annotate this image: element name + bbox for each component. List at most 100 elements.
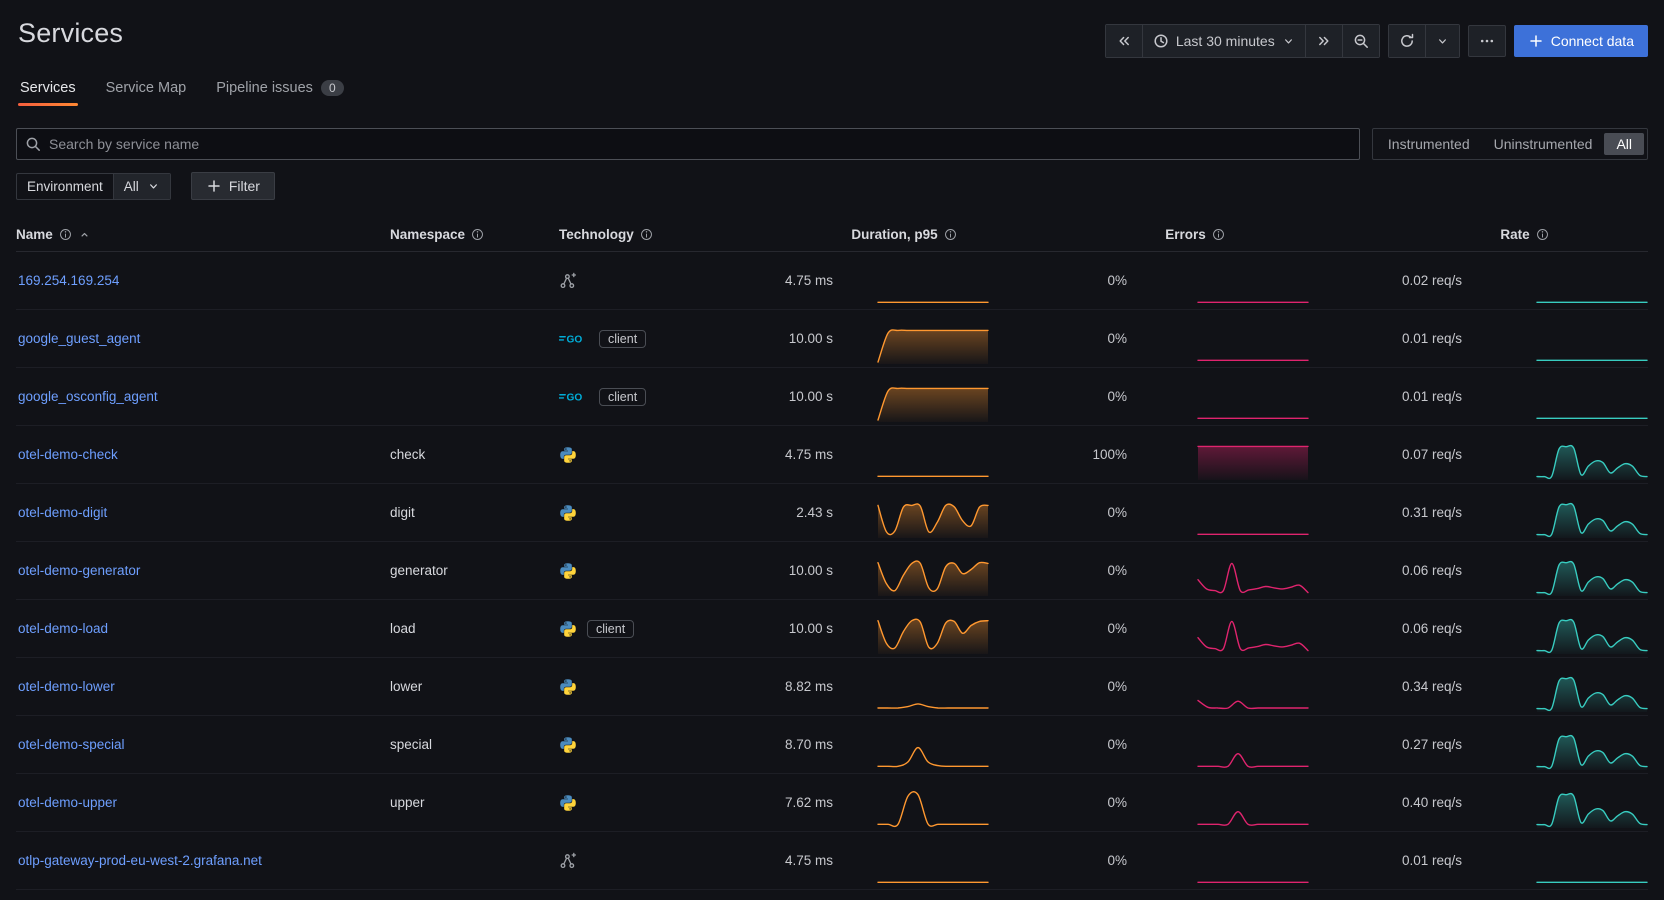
column-header-duration-p95[interactable]: Duration, p95 — [851, 227, 956, 242]
toggle-option-all[interactable]: All — [1604, 133, 1644, 155]
column-header-technology[interactable]: Technology — [559, 227, 729, 242]
column-label: Technology — [559, 227, 634, 242]
chevron-down-icon — [1436, 35, 1449, 48]
rate-sparkline — [1536, 672, 1648, 715]
info-icon[interactable] — [640, 228, 653, 241]
table-header: Name Namespace Technology Duration, p95 Erro… — [16, 218, 1648, 252]
duration-value: 2.43 s — [796, 505, 833, 520]
search-input[interactable] — [16, 128, 1360, 160]
info-icon[interactable] — [59, 228, 72, 241]
refresh-icon — [1399, 33, 1415, 49]
rate-value: 0.02 req/s — [1401, 273, 1462, 288]
plus-icon — [1528, 33, 1544, 49]
python-logo-icon — [559, 620, 577, 638]
namespace-cell: upper — [390, 795, 425, 810]
service-name-link[interactable]: otel-demo-load — [18, 621, 109, 636]
page-title: Services — [18, 18, 124, 48]
connect-data-button[interactable]: Connect data — [1513, 25, 1648, 57]
python-logo-icon — [559, 736, 577, 754]
connect-data-label: Connect data — [1550, 33, 1634, 49]
clock-icon — [1153, 33, 1169, 49]
technology-cell — [559, 794, 729, 812]
rate-value: 0.01 req/s — [1401, 853, 1462, 868]
rate-value: 0.31 req/s — [1401, 505, 1462, 520]
table-row: google_osconfig_agent GO client 10.00 s 0% 0.… — [16, 368, 1648, 426]
column-label: Name — [16, 227, 53, 242]
time-shift-back-button[interactable] — [1105, 25, 1142, 57]
environment-select[interactable]: All — [113, 173, 170, 199]
errors-sparkline — [1197, 266, 1311, 309]
table-row: otel-demo-check check 4.75 ms 100% 0.07 req/… — [16, 426, 1648, 484]
duration-value: 10.00 s — [788, 331, 833, 346]
namespace-cell: special — [390, 737, 433, 752]
duration-sparkline — [877, 672, 989, 715]
rate-sparkline — [1536, 382, 1648, 425]
rate-sparkline — [1536, 324, 1648, 367]
service-name-link[interactable]: otlp-gateway-prod-eu-west-2.grafana.net — [18, 853, 262, 868]
service-name-link[interactable]: otel-demo-check — [18, 447, 118, 462]
errors-value: 0% — [1107, 853, 1127, 868]
duration-value: 8.70 ms — [784, 737, 833, 752]
python-logo-icon — [559, 678, 577, 696]
column-label: Duration, p95 — [851, 227, 938, 242]
svg-text:GO: GO — [567, 393, 583, 404]
technology-cell — [559, 678, 729, 696]
tab-services[interactable]: Services — [18, 74, 78, 106]
top-bar: Services Last 30 minutes Connect data — [16, 18, 1648, 58]
add-filter-button[interactable]: Filter — [190, 172, 275, 200]
client-badge: client — [599, 387, 647, 406]
time-picker-group: Last 30 minutes — [1104, 24, 1380, 58]
more-options-button[interactable] — [1467, 25, 1506, 57]
service-name-link[interactable]: otel-demo-special — [18, 737, 125, 752]
tab-service-map[interactable]: Service Map — [104, 74, 189, 106]
tab-pipeline-issues[interactable]: Pipeline issues 0 — [214, 74, 345, 106]
tab-label: Service Map — [105, 80, 187, 96]
python-logo-icon — [559, 794, 577, 812]
instrumentation-toggle: Instrumented Uninstrumented All — [1371, 128, 1648, 160]
services-table: 169.254.169.254 4.75 ms 0% 0.02 req/s google… — [16, 252, 1648, 890]
client-badge: client — [599, 329, 647, 348]
time-shift-forward-button[interactable] — [1304, 25, 1342, 57]
service-name-link[interactable]: otel-demo-lower — [18, 679, 115, 694]
rate-sparkline — [1536, 614, 1648, 657]
rate-sparkline — [1536, 498, 1648, 541]
toggle-option-instrumented[interactable]: Instrumented — [1387, 136, 1470, 152]
technology-cell: GO client — [559, 387, 729, 406]
info-icon[interactable] — [1536, 228, 1549, 241]
time-range-button[interactable]: Last 30 minutes — [1141, 25, 1305, 57]
technology-cell: client — [559, 619, 729, 638]
rate-sparkline — [1536, 440, 1648, 483]
info-icon[interactable] — [471, 228, 484, 241]
svg-text:GO: GO — [567, 335, 583, 346]
double-chevron-right-icon — [1316, 33, 1332, 49]
refresh-button[interactable] — [1388, 25, 1425, 57]
service-name-link[interactable]: otel-demo-generator — [18, 563, 141, 578]
technology-cell — [559, 736, 729, 754]
service-graph-icon — [559, 852, 577, 870]
column-header-rate[interactable]: Rate — [1500, 227, 1548, 242]
time-zoom-out-button[interactable] — [1341, 25, 1379, 57]
service-name-link[interactable]: 169.254.169.254 — [18, 273, 120, 288]
duration-sparkline — [877, 266, 989, 309]
info-icon[interactable] — [1212, 228, 1225, 241]
go-logo-icon: GO — [559, 389, 589, 404]
service-name-link[interactable]: google_osconfig_agent — [18, 389, 158, 404]
toggle-option-uninstrumented[interactable]: Uninstrumented — [1493, 136, 1593, 152]
errors-value: 0% — [1107, 331, 1127, 346]
duration-value: 8.82 ms — [784, 679, 833, 694]
errors-value: 0% — [1107, 389, 1127, 404]
refresh-interval-button[interactable] — [1424, 25, 1459, 57]
rate-value: 0.34 req/s — [1401, 679, 1462, 694]
service-name-link[interactable]: otel-demo-digit — [18, 505, 108, 520]
table-row: 169.254.169.254 4.75 ms 0% 0.02 req/s — [16, 252, 1648, 310]
column-header-namespace[interactable]: Namespace — [390, 227, 545, 242]
info-icon[interactable] — [944, 228, 957, 241]
rate-value: 0.07 req/s — [1401, 447, 1462, 462]
rate-value: 0.27 req/s — [1401, 737, 1462, 752]
service-name-link[interactable]: otel-demo-upper — [18, 795, 118, 810]
service-name-link[interactable]: google_guest_agent — [18, 331, 141, 346]
table-row: google_guest_agent GO client 10.00 s 0% 0.01 … — [16, 310, 1648, 368]
column-header-errors[interactable]: Errors — [1165, 227, 1225, 242]
column-header-name[interactable]: Name — [16, 227, 376, 242]
duration-value: 10.00 s — [788, 563, 833, 578]
